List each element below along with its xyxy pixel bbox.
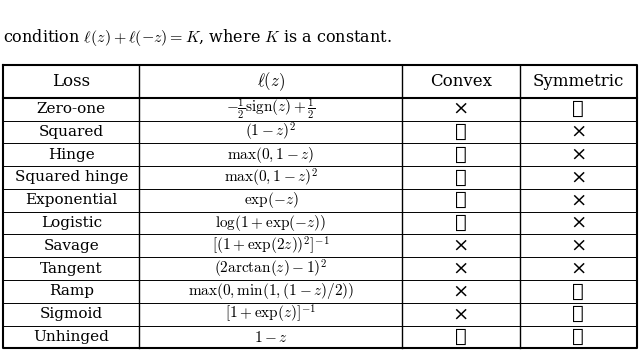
Text: Zero-one: Zero-one: [36, 102, 106, 116]
Text: ×: ×: [570, 214, 586, 232]
Text: ×: ×: [452, 283, 469, 301]
Text: $\max(0, \min(1,(1-z)/2))$: $\max(0, \min(1,(1-z)/2))$: [188, 282, 354, 301]
Text: ×: ×: [452, 100, 469, 118]
Text: $[(1+\exp(2z))^2]^{-1}$: $[(1+\exp(2z))^2]^{-1}$: [212, 235, 330, 257]
Text: $\max(0, 1-z)^2$: $\max(0, 1-z)^2$: [224, 166, 318, 189]
Text: Tangent: Tangent: [40, 262, 102, 276]
Text: condition $\ell(z) + \ell(-z) = K$, where $K$ is a constant.: condition $\ell(z) + \ell(-z) = K$, wher…: [3, 26, 392, 48]
Text: Savage: Savage: [44, 239, 99, 253]
Text: ×: ×: [570, 169, 586, 187]
Text: $\exp(-z)$: $\exp(-z)$: [244, 190, 298, 210]
Text: Squared: Squared: [39, 125, 104, 139]
Text: ×: ×: [570, 237, 586, 255]
Text: ✓: ✓: [455, 146, 467, 164]
Text: ×: ×: [570, 123, 586, 141]
Text: $\ell(z)$: $\ell(z)$: [257, 70, 285, 93]
Text: ✓: ✓: [455, 191, 467, 209]
Text: $(2\arctan(z)-1)^2$: $(2\arctan(z)-1)^2$: [214, 258, 328, 280]
Text: Exponential: Exponential: [25, 193, 117, 207]
Text: ×: ×: [570, 260, 586, 278]
Text: ×: ×: [452, 260, 469, 278]
Text: ×: ×: [452, 305, 469, 323]
Text: Squared hinge: Squared hinge: [15, 170, 128, 184]
Text: ×: ×: [570, 191, 586, 209]
Text: Loss: Loss: [52, 73, 90, 90]
Text: $(1-z)^2$: $(1-z)^2$: [245, 121, 296, 143]
Text: $1-z$: $1-z$: [254, 329, 288, 345]
Text: ✓: ✓: [455, 328, 467, 346]
Text: $-\frac{1}{2}\mathrm{sign}(z) + \frac{1}{2}$: $-\frac{1}{2}\mathrm{sign}(z) + \frac{1}…: [227, 97, 316, 121]
Text: $[1+\exp(z)]^{-1}$: $[1+\exp(z)]^{-1}$: [225, 303, 317, 325]
Text: Logistic: Logistic: [41, 216, 102, 230]
Text: ×: ×: [452, 237, 469, 255]
Text: ✓: ✓: [572, 283, 584, 301]
Text: Unhinged: Unhinged: [33, 330, 109, 344]
Text: Hinge: Hinge: [48, 148, 95, 162]
Text: Ramp: Ramp: [49, 284, 94, 298]
Text: ×: ×: [570, 146, 586, 164]
Text: ✓: ✓: [455, 214, 467, 232]
Text: $\max(0, 1-z)$: $\max(0, 1-z)$: [227, 145, 315, 165]
Text: $\log(1 + \exp(-z))$: $\log(1 + \exp(-z))$: [216, 213, 326, 233]
Text: ✓: ✓: [572, 328, 584, 346]
Text: Convex: Convex: [430, 73, 492, 90]
Text: ✓: ✓: [455, 123, 467, 141]
Text: Sigmoid: Sigmoid: [40, 307, 103, 321]
Text: ✓: ✓: [572, 100, 584, 118]
Text: ✓: ✓: [455, 169, 467, 187]
Text: Symmetric: Symmetric: [532, 73, 624, 90]
Text: ✓: ✓: [572, 305, 584, 323]
